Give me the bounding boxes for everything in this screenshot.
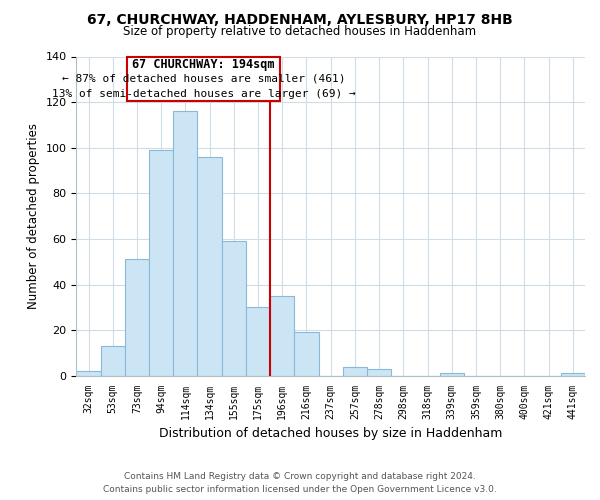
Bar — [222, 241, 246, 376]
Text: 13% of semi-detached houses are larger (69) →: 13% of semi-detached houses are larger (… — [52, 89, 355, 99]
Text: Contains HM Land Registry data © Crown copyright and database right 2024.
Contai: Contains HM Land Registry data © Crown c… — [103, 472, 497, 494]
Bar — [270, 296, 295, 376]
Bar — [367, 369, 391, 376]
Text: 67, CHURCHWAY, HADDENHAM, AYLESBURY, HP17 8HB: 67, CHURCHWAY, HADDENHAM, AYLESBURY, HP1… — [87, 12, 513, 26]
Bar — [101, 346, 125, 376]
Bar — [125, 260, 149, 376]
Bar — [173, 111, 197, 376]
Text: 67 CHURCHWAY: 194sqm: 67 CHURCHWAY: 194sqm — [133, 58, 275, 71]
Bar — [440, 374, 464, 376]
Bar — [149, 150, 173, 376]
Bar — [343, 366, 367, 376]
Bar — [76, 371, 101, 376]
Bar — [246, 308, 270, 376]
Y-axis label: Number of detached properties: Number of detached properties — [27, 123, 40, 309]
Bar — [197, 157, 222, 376]
Text: ← 87% of detached houses are smaller (461): ← 87% of detached houses are smaller (46… — [62, 73, 346, 83]
X-axis label: Distribution of detached houses by size in Haddenham: Distribution of detached houses by size … — [159, 427, 502, 440]
Bar — [561, 374, 585, 376]
Bar — [295, 332, 319, 376]
Bar — [127, 56, 280, 101]
Text: Size of property relative to detached houses in Haddenham: Size of property relative to detached ho… — [124, 25, 476, 38]
